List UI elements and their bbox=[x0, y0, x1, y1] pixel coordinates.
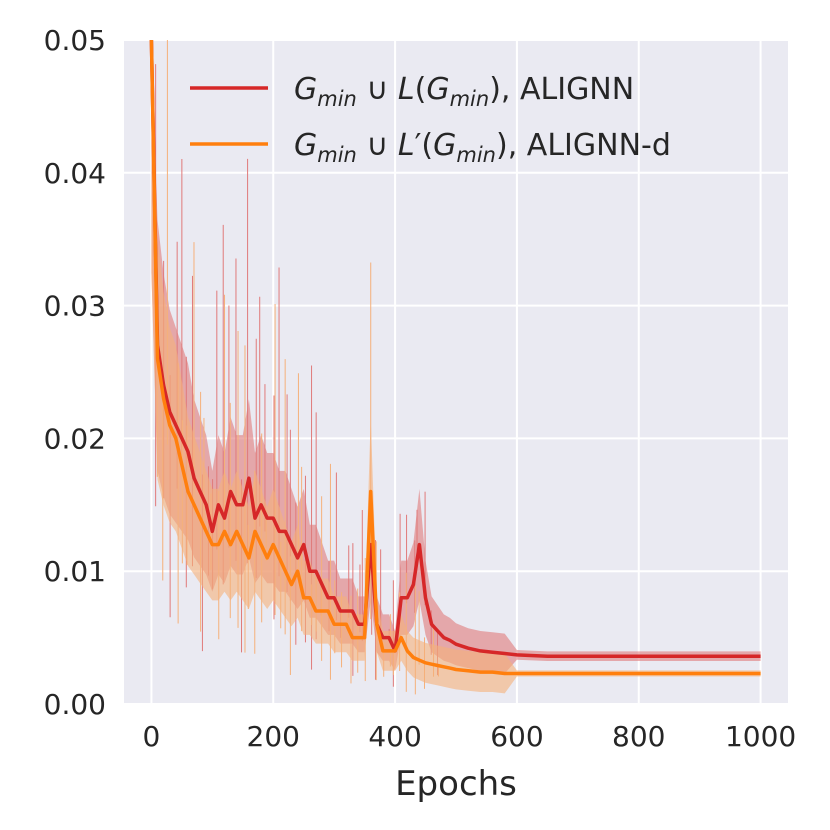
x-axis-label: Epochs bbox=[395, 764, 517, 804]
x-tick-label: 600 bbox=[490, 720, 543, 753]
y-tick-label: 0.00 bbox=[44, 688, 106, 721]
x-tick-label: 800 bbox=[612, 720, 665, 753]
y-tick-label: 0.01 bbox=[44, 555, 106, 588]
legend-label: Gmin ∪ L(Gmin), ALIGNN bbox=[294, 72, 634, 111]
y-tick-label: 0.04 bbox=[44, 157, 106, 190]
y-tick-label: 0.05 bbox=[44, 24, 106, 57]
y-tick-label: 0.02 bbox=[44, 422, 106, 455]
x-tick-label: 1000 bbox=[725, 720, 796, 753]
series-lines bbox=[149, 39, 761, 676]
error-band bbox=[151, 40, 761, 674]
legend: Gmin ∪ L(Gmin), ALIGNN Gmin ∪ L′(Gmin), A… bbox=[190, 72, 671, 167]
x-tick-label: 0 bbox=[142, 720, 160, 753]
x-tick-labels: 0 200 400 600 800 1000 bbox=[142, 720, 796, 753]
y-tick-label: 0.03 bbox=[44, 290, 106, 323]
series-line bbox=[149, 39, 761, 658]
y-tick-labels: 0.00 0.01 0.02 0.03 0.04 0.05 bbox=[44, 24, 106, 721]
series-line bbox=[149, 39, 761, 676]
x-tick-label: 400 bbox=[368, 720, 421, 753]
legend-label: Gmin ∪ L′(Gmin), ALIGNN-d bbox=[294, 128, 671, 167]
x-tick-label: 200 bbox=[247, 720, 300, 753]
